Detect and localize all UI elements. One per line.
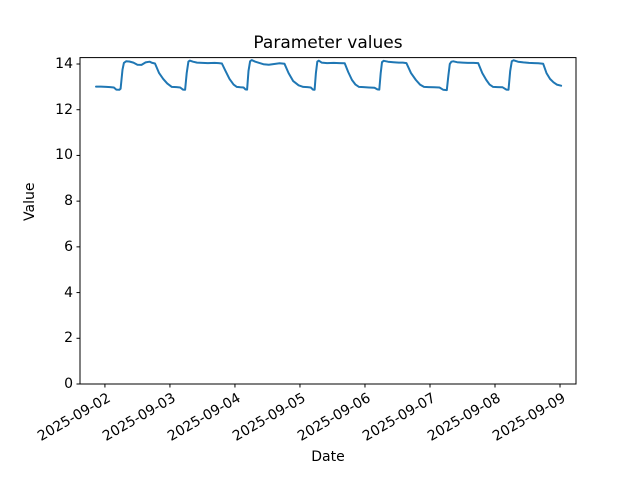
y-tick-label: 2: [64, 330, 73, 347]
y-tick-label: 14: [55, 56, 73, 72]
x-axis-label: Date: [311, 449, 345, 465]
axes-spines: [79, 57, 577, 385]
y-tick-label: 0: [64, 376, 73, 392]
y-tick-label: 12: [55, 101, 73, 118]
chart-title: Parameter values: [253, 33, 403, 53]
y-tick-label: 10: [55, 147, 73, 164]
y-tick-label: 4: [64, 284, 73, 301]
y-tick-label: 8: [64, 193, 73, 210]
y-tick-label: 6: [64, 238, 73, 255]
series-line-parameter: [95, 59, 563, 92]
